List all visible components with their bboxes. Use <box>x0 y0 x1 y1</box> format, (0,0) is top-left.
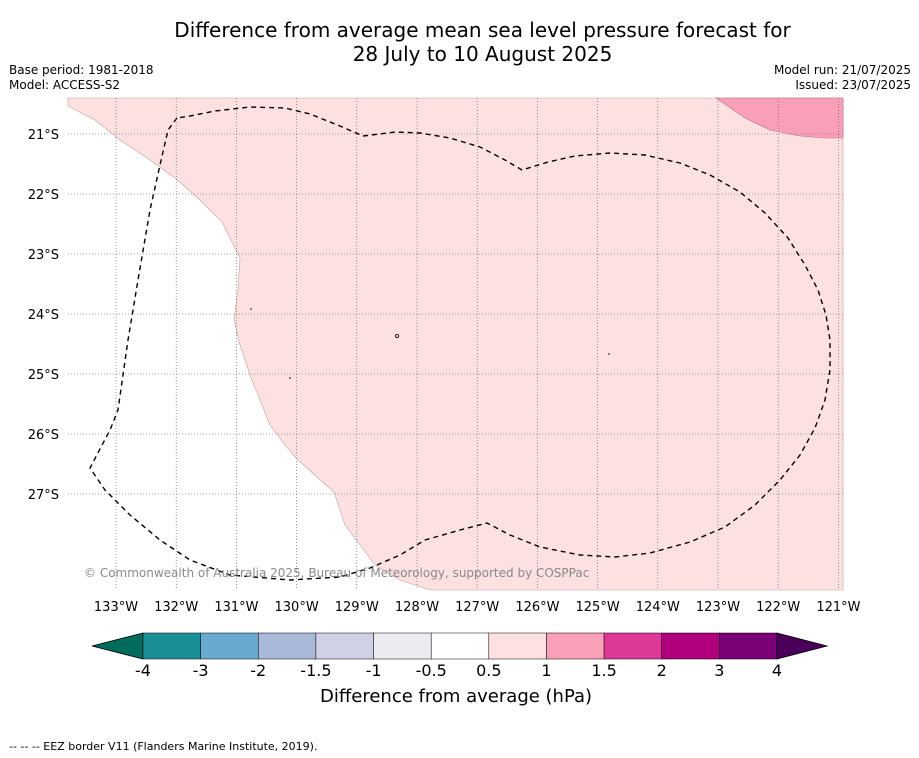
colorbar-tick-label: 3 <box>714 661 724 680</box>
longitude-label: 126°W <box>515 600 559 615</box>
colorbar-tick-label: 2 <box>657 661 667 680</box>
longitude-label: 129°W <box>335 600 379 615</box>
colorbar-tick-label: 1 <box>541 661 551 680</box>
colorbar-bin <box>719 632 778 660</box>
longitude-label: 133°W <box>94 600 138 615</box>
graticule <box>68 98 843 590</box>
colorbar-bin <box>315 632 374 660</box>
latitude-label: 25°S <box>28 368 59 383</box>
title-line-2: 28 July to 10 August 2025 <box>352 42 613 66</box>
title-line-1: Difference from average mean sea level p… <box>174 18 791 42</box>
forecast-map: © Commonwealth of Australia 2025, Bureau… <box>28 97 861 680</box>
longitude-label: 121°W <box>816 600 860 615</box>
meta-left: Base period: 1981-2018 Model: ACCESS-S2 <box>9 63 154 93</box>
colorbar-tick-label: -3 <box>193 661 209 680</box>
anomaly-region-1-to-1-5 <box>715 97 844 139</box>
longitude-label: 124°W <box>636 600 680 615</box>
colorbar-tick-label: -4 <box>135 661 151 680</box>
longitude-label: 122°W <box>756 600 800 615</box>
colorbar-bin <box>258 632 317 660</box>
colorbar-tick-label: 0.5 <box>476 661 501 680</box>
longitude-label: 132°W <box>154 600 198 615</box>
latitude-label: 22°S <box>28 188 59 203</box>
longitude-label: 125°W <box>576 600 620 615</box>
map-title: Difference from average mean sea level p… <box>0 18 919 66</box>
issued-date: Issued: 23/07/2025 <box>795 78 911 92</box>
meta-right: Model run: 21/07/2025 Issued: 23/07/2025 <box>774 63 911 93</box>
eez-border <box>89 106 831 581</box>
colorbar-bin <box>373 632 432 660</box>
longitude-label: 127°W <box>455 600 499 615</box>
colorbar-bin <box>142 632 201 660</box>
colorbar-tick-label: 1.5 <box>591 661 616 680</box>
colorbar-bin <box>661 632 720 660</box>
colorbar-overflow-arrow <box>776 632 829 660</box>
base-period: Base period: 1981-2018 <box>9 63 154 77</box>
colorbar-tick-label: -2 <box>250 661 266 680</box>
colorbar-bin <box>546 632 605 660</box>
latitude-label: 27°S <box>28 488 59 503</box>
latitude-label: 23°S <box>28 248 59 263</box>
colorbar-bin <box>430 632 490 660</box>
colorbar-bin <box>603 632 662 660</box>
latitude-label: 26°S <box>28 428 59 443</box>
colorbar-underflow-arrow <box>91 632 144 660</box>
colorbar-tick-label: -1.5 <box>300 661 331 680</box>
longitude-labels: 133°W 132°W 131°W 130°W 129°W 128°W 127°W 126°W… <box>94 600 861 615</box>
latitude-labels: 21°S 22°S 23°S 24°S 25°S 26°S 27°S <box>28 128 59 503</box>
island-mark <box>394 333 399 338</box>
island-mark <box>608 353 610 355</box>
model-name: Model: ACCESS-S2 <box>9 78 121 92</box>
longitude-label: 123°W <box>696 600 740 615</box>
copyright-notice: © Commonwealth of Australia 2025, Bureau… <box>84 566 589 580</box>
eez-legend-note: -- -- -- EEZ border V11 (Flanders Marine… <box>9 740 318 753</box>
colorbar-tick-label: -0.5 <box>416 661 447 680</box>
colorbar: -4 -3 -2 -1.5 -1 -0.5 0.5 1 1.5 2 3 4 <box>91 632 829 680</box>
colorbar-label: Difference from average (hPa) <box>320 686 593 707</box>
longitude-label: 130°W <box>275 600 319 615</box>
colorbar-tick-label: 4 <box>772 661 782 680</box>
island-mark <box>289 377 291 379</box>
longitude-label: 128°W <box>395 600 439 615</box>
colorbar-bin <box>488 632 547 660</box>
colorbar-bin <box>200 632 259 660</box>
model-run: Model run: 21/07/2025 <box>773 63 911 77</box>
latitude-label: 21°S <box>28 128 59 143</box>
anomaly-region-0-5-to-1 <box>67 97 844 591</box>
colorbar-tick-label: -1 <box>366 661 382 680</box>
island-mark <box>250 308 252 310</box>
longitude-label: 131°W <box>214 600 258 615</box>
latitude-label: 24°S <box>28 308 59 323</box>
